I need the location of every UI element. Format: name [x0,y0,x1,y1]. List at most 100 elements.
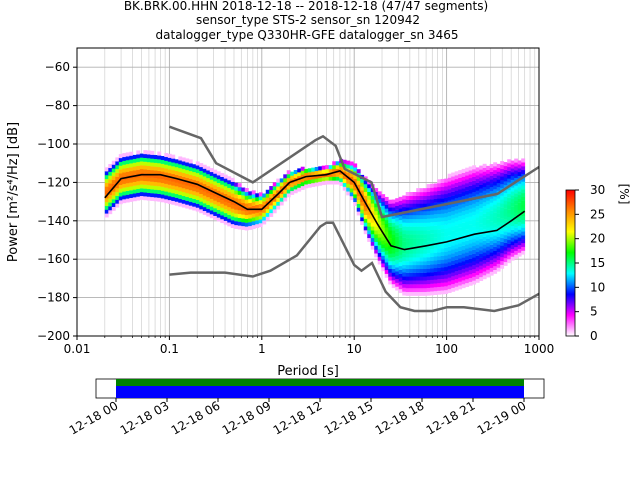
pdf-cell [447,185,452,190]
pdf-cell [479,165,484,170]
pdf-cell [451,222,456,227]
pdf-cell [444,251,449,256]
pdf-cell [125,198,130,203]
pdf-cell [241,191,246,196]
pdf-cell [143,169,148,174]
pdf-cell [458,231,463,236]
pdf-cell [374,188,379,193]
pdf-cell [482,198,487,203]
pdf-cell [423,192,428,197]
pdf-cell [332,180,337,185]
pdf-cell [440,182,445,187]
pdf-cell [356,176,361,181]
pdf-cell [503,258,508,263]
pdf-cell [384,273,389,278]
pdf-cell [514,212,519,217]
pdf-cell [479,227,484,232]
pdf-cell [447,281,452,286]
pdf-cell [451,272,456,277]
pdf-cell [507,163,512,168]
pdf-cell [479,192,484,197]
pdf-cell [136,196,141,201]
pdf-cell [409,276,414,281]
pdf-cell [510,191,515,196]
pdf-cell [437,190,442,195]
pdf-cell [479,200,484,205]
pdf-cell [486,273,491,278]
pdf-cell [269,205,274,210]
pdf-cell [276,182,281,187]
pdf-cell [132,181,137,186]
pdf-cell [486,254,491,259]
pdf-cell [353,163,358,168]
pdf-cell [181,184,186,189]
pdf-cell [496,229,501,234]
pdf-cell [206,212,211,217]
pdf-cell [398,223,403,228]
pdf-cell [433,260,438,265]
pdf-cell [227,191,232,196]
pdf-cell [157,197,162,202]
pdf-cell [405,218,410,223]
pdf-cell [391,249,396,254]
pdf-cell [363,199,368,204]
pdf-cell [465,194,470,199]
pdf-cell [500,214,505,219]
pdf-cell [461,195,466,200]
pdf-cell [237,210,242,215]
timeline-tick-label: 12-19 00 [475,398,529,437]
pdf-cell [388,218,393,223]
pdf-cell [360,217,365,222]
pdf-cell [493,162,498,167]
pdf-cell [216,175,221,180]
pdf-cell [465,256,470,261]
pdf-cell [398,288,403,294]
pdf-cell [433,290,438,296]
pdf-cell [454,282,459,287]
pdf-cell [405,276,410,281]
pdf-cell [377,233,382,238]
pdf-cell [129,178,134,183]
pdf-cell [416,218,421,223]
pdf-cell [507,251,512,256]
pdf-cell [521,227,526,232]
pdf-cell [496,236,501,241]
pdf-cell [454,175,459,180]
pdf-cell [451,287,456,292]
pdf-cell [104,213,109,218]
pdf-cell [381,217,386,222]
pdf-cell [503,219,508,224]
pdf-cell [500,260,505,265]
pdf-cell [248,202,253,207]
pdf-cell [132,197,137,202]
pdf-cell [104,198,109,203]
pdf-cell [363,191,368,196]
pdf-cell [486,250,491,255]
pdf-cell [300,166,305,171]
pdf-cell [234,182,239,187]
pdf-cell [122,187,127,192]
pdf-cell [507,182,512,187]
pdf-cell [304,180,309,185]
pdf-cell [517,168,522,173]
pdf-cell [447,204,452,209]
pdf-cell [503,246,508,251]
pdf-cell [202,187,207,192]
pdf-cell [416,195,421,200]
pdf-cell [181,180,186,185]
pdf-cell [174,201,179,206]
pdf-cell [111,179,116,184]
pdf-cell [381,213,386,218]
pdf-cell [136,169,141,174]
pdf-cell [209,198,214,203]
pdf-cell [500,230,505,235]
pdf-cell [405,268,410,273]
pdf-cell [360,197,365,202]
pdf-cell [486,177,491,182]
pdf-cell [447,262,452,267]
pdf-cell [416,280,421,285]
pdf-cell [339,174,344,179]
pdf-cell [479,238,484,243]
pdf-cell [444,236,449,241]
pdf-cell [377,195,382,200]
